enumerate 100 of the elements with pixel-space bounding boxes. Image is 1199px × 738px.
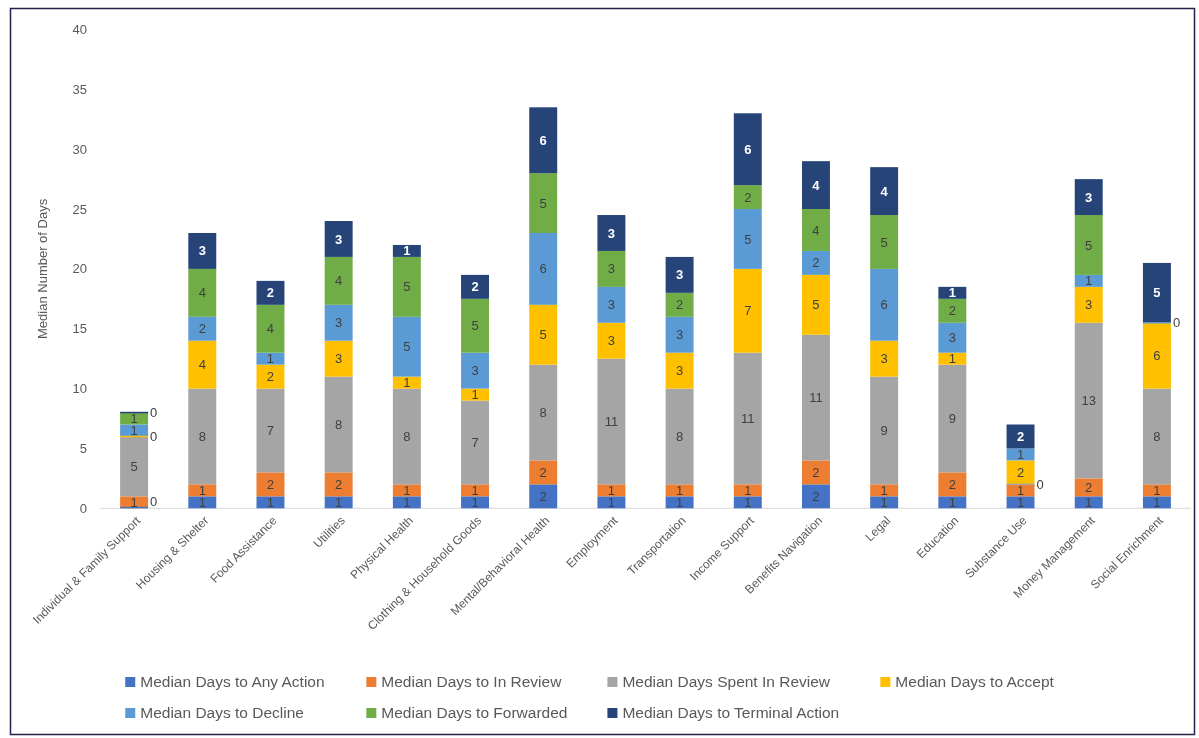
data-label: 3 [607,297,616,313]
bar [733,496,762,509]
data-label: 5 [1153,285,1161,301]
bar [733,352,762,485]
data-label: 7 [266,423,275,439]
data-label: 3 [1085,189,1093,205]
bar [870,376,899,485]
bar [256,280,285,305]
data-label: 1 [471,387,479,403]
bar [392,496,421,509]
data-label: 3 [335,351,343,367]
bar [597,496,626,509]
bar [870,167,899,216]
bar [461,496,490,509]
data-label: 3 [335,231,343,247]
bar [529,460,558,485]
bar [1142,388,1171,485]
bar [801,274,830,335]
bar [597,286,626,323]
data-label: 8 [198,429,206,445]
bar [188,232,217,269]
data-label: 3 [880,351,888,367]
data-label: 2 [948,303,956,319]
bar [1074,496,1103,509]
data-label: 4 [880,183,889,199]
bar [665,388,694,485]
bar [324,496,353,509]
data-label: 5 [403,339,411,355]
bar [801,484,830,509]
bar [392,316,421,377]
bar [938,322,967,353]
data-label: 3 [607,261,616,277]
data-label: 2 [948,476,956,492]
data-label: 11 [741,411,755,427]
data-label: 1 [130,494,138,510]
bar [801,161,830,210]
data-label: 1 [335,494,343,510]
bar [870,268,899,341]
data-label: 1 [948,494,956,510]
y-tick-label: 0 [79,500,87,516]
bar [1142,496,1171,509]
bar [324,304,353,341]
bar [938,298,967,323]
bar [1074,274,1103,287]
bar [938,496,967,509]
bar [801,460,830,485]
bar [870,496,899,509]
data-label: 8 [403,429,411,445]
bar [870,484,899,497]
data-label: 7 [744,303,752,319]
bar [938,364,967,473]
data-label: 3 [471,363,479,379]
data-label: 1 [1085,494,1093,510]
bar [529,173,558,233]
bar [392,484,421,497]
data-label: 2 [1016,429,1025,445]
y-axis-title: Median Number of Days [34,198,50,339]
data-label: 0 [1172,315,1181,331]
data-label: 3 [948,330,956,346]
y-tick-label: 35 [72,81,87,97]
data-label: 0 [150,405,158,421]
data-label: 1 [948,351,956,367]
data-label: 2 [812,255,820,271]
data-label: 4 [266,321,275,337]
bar [461,298,490,353]
bar [256,364,285,389]
bar [256,304,285,353]
data-label: 6 [744,141,752,157]
data-label: 9 [948,411,956,427]
data-label: 2 [675,297,684,313]
bar [256,472,285,497]
data-label: 1 [266,351,275,367]
bar [801,250,830,275]
bar [529,232,558,305]
bar [1074,215,1103,275]
data-label: 0 [150,493,158,509]
bar [665,256,694,293]
bar [665,316,694,353]
bar [461,352,490,389]
bar [1074,179,1103,216]
bar [461,388,490,401]
legend-label: Median Days to Accept [895,673,1055,691]
data-label: 9 [880,423,888,439]
bar [1006,460,1035,485]
data-label: 3 [607,333,616,349]
bar [733,185,762,210]
data-label: 5 [403,279,411,295]
bar [733,268,762,353]
bar [733,484,762,497]
bar [870,340,899,377]
data-label: 2 [539,464,547,480]
data-label: 4 [335,273,343,289]
bar [188,316,217,341]
data-label: 2 [744,189,752,205]
data-label: 8 [675,429,684,445]
data-label: 5 [539,195,547,211]
legend-label: Median Days to Forwarded [381,704,568,722]
bar [1006,496,1035,509]
y-tick-label: 25 [72,201,87,217]
bar [529,107,558,174]
